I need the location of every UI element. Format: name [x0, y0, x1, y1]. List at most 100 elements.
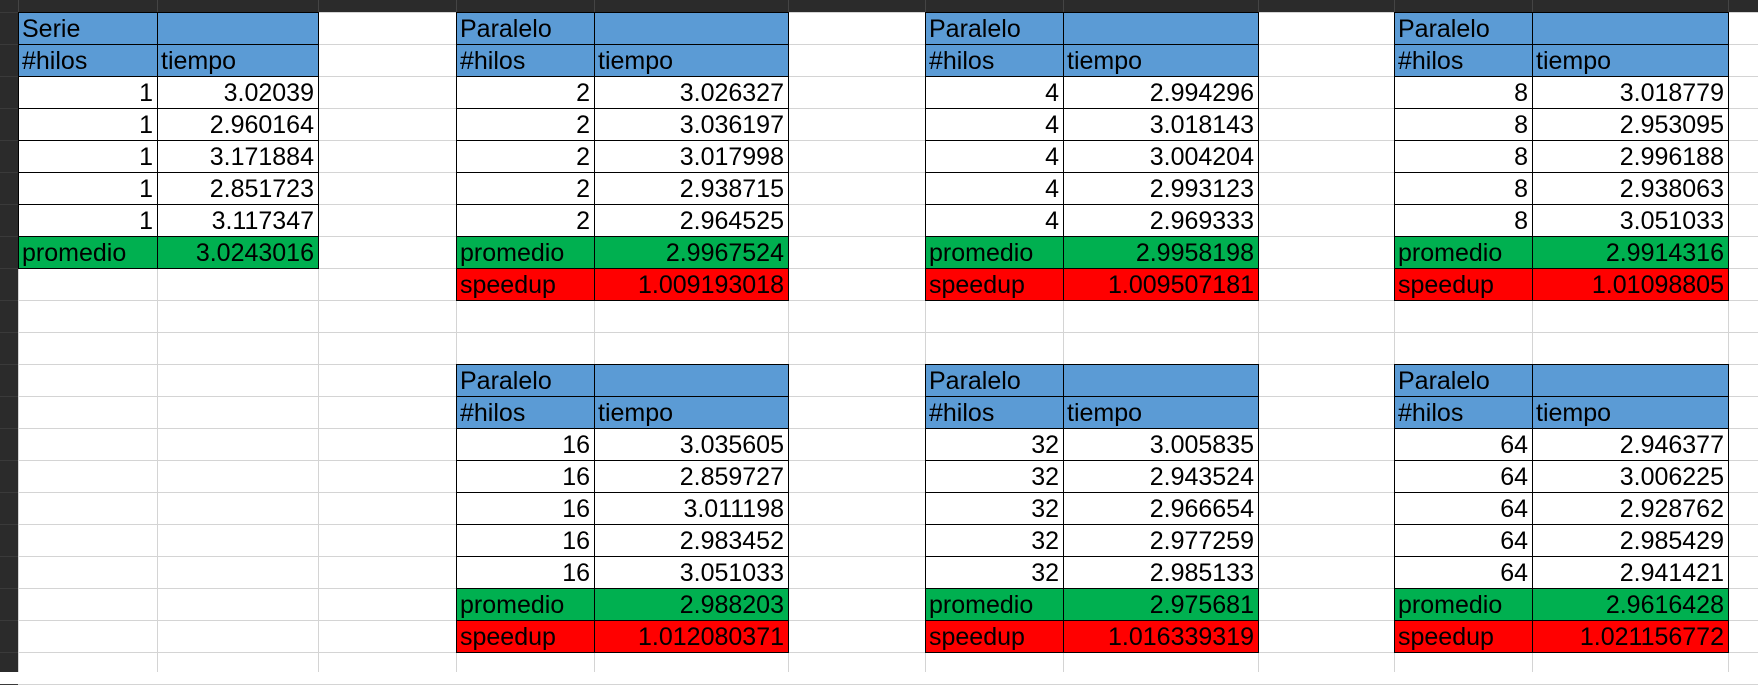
speedup-value-cell[interactable]: 1.021156772: [1532, 620, 1729, 653]
table-title-empty-cell[interactable]: [157, 12, 319, 45]
hilos-value-cell[interactable]: 32: [925, 556, 1064, 589]
hilos-value-cell[interactable]: 4: [925, 108, 1064, 141]
tiempo-value-cell[interactable]: 3.02039: [157, 76, 319, 109]
hilos-value-cell[interactable]: 8: [1394, 76, 1533, 109]
promedio-value-cell[interactable]: 2.9914316: [1532, 236, 1729, 269]
speedup-value-cell[interactable]: 1.009193018: [594, 268, 789, 301]
hilos-value-cell[interactable]: 64: [1394, 428, 1533, 461]
header-hilos-cell[interactable]: #hilos: [456, 44, 595, 77]
table-title-empty-cell[interactable]: [1532, 364, 1729, 397]
speedup-label-cell[interactable]: speedup: [456, 620, 595, 653]
promedio-label-cell[interactable]: promedio: [1394, 588, 1533, 621]
table-title-empty-cell[interactable]: [1532, 12, 1729, 45]
tiempo-value-cell[interactable]: 2.977259: [1063, 524, 1259, 557]
tiempo-value-cell[interactable]: 2.859727: [594, 460, 789, 493]
hilos-value-cell[interactable]: 16: [456, 460, 595, 493]
hilos-value-cell[interactable]: 1: [18, 76, 158, 109]
hilos-value-cell[interactable]: 2: [456, 172, 595, 205]
speedup-value-cell[interactable]: 1.012080371: [594, 620, 789, 653]
tiempo-value-cell[interactable]: 3.026327: [594, 76, 789, 109]
tiempo-value-cell[interactable]: 3.117347: [157, 204, 319, 237]
hilos-value-cell[interactable]: 2: [456, 140, 595, 173]
tiempo-value-cell[interactable]: 3.017998: [594, 140, 789, 173]
hilos-value-cell[interactable]: 4: [925, 204, 1064, 237]
header-tiempo-cell[interactable]: tiempo: [1532, 44, 1729, 77]
tiempo-value-cell[interactable]: 2.938063: [1532, 172, 1729, 205]
speedup-label-cell[interactable]: speedup: [925, 620, 1064, 653]
hilos-value-cell[interactable]: 16: [456, 524, 595, 557]
table-title-cell[interactable]: Paralelo: [456, 12, 595, 45]
hilos-value-cell[interactable]: 32: [925, 492, 1064, 525]
tiempo-value-cell[interactable]: 3.036197: [594, 108, 789, 141]
tiempo-value-cell[interactable]: 3.006225: [1532, 460, 1729, 493]
hilos-value-cell[interactable]: 8: [1394, 108, 1533, 141]
hilos-value-cell[interactable]: 32: [925, 524, 1064, 557]
tiempo-value-cell[interactable]: 3.051033: [1532, 204, 1729, 237]
row-header-bar[interactable]: [0, 0, 18, 685]
tiempo-value-cell[interactable]: 2.985429: [1532, 524, 1729, 557]
speedup-label-cell[interactable]: speedup: [456, 268, 595, 301]
promedio-value-cell[interactable]: 2.988203: [594, 588, 789, 621]
table-title-empty-cell[interactable]: [1063, 364, 1259, 397]
tiempo-value-cell[interactable]: 2.960164: [157, 108, 319, 141]
hilos-value-cell[interactable]: 32: [925, 460, 1064, 493]
hilos-value-cell[interactable]: 16: [456, 492, 595, 525]
hilos-value-cell[interactable]: 64: [1394, 460, 1533, 493]
hilos-value-cell[interactable]: 8: [1394, 204, 1533, 237]
hilos-value-cell[interactable]: 64: [1394, 524, 1533, 557]
tiempo-value-cell[interactable]: 3.011198: [594, 492, 789, 525]
tiempo-value-cell[interactable]: 3.018779: [1532, 76, 1729, 109]
promedio-label-cell[interactable]: promedio: [925, 236, 1064, 269]
hilos-value-cell[interactable]: 16: [456, 428, 595, 461]
table-title-cell[interactable]: Paralelo: [925, 12, 1064, 45]
tiempo-value-cell[interactable]: 2.993123: [1063, 172, 1259, 205]
speedup-label-cell[interactable]: speedup: [1394, 268, 1533, 301]
tiempo-value-cell[interactable]: 3.004204: [1063, 140, 1259, 173]
hilos-value-cell[interactable]: 4: [925, 76, 1064, 109]
header-tiempo-cell[interactable]: tiempo: [1063, 44, 1259, 77]
tiempo-value-cell[interactable]: 2.946377: [1532, 428, 1729, 461]
tiempo-value-cell[interactable]: 2.985133: [1063, 556, 1259, 589]
promedio-label-cell[interactable]: promedio: [456, 236, 595, 269]
tiempo-value-cell[interactable]: 3.018143: [1063, 108, 1259, 141]
tiempo-value-cell[interactable]: 2.928762: [1532, 492, 1729, 525]
column-header-bar[interactable]: [0, 0, 1758, 12]
header-tiempo-cell[interactable]: tiempo: [1532, 396, 1729, 429]
speedup-value-cell[interactable]: 1.01098805: [1532, 268, 1729, 301]
hilos-value-cell[interactable]: 1: [18, 204, 158, 237]
tiempo-value-cell[interactable]: 2.969333: [1063, 204, 1259, 237]
tiempo-value-cell[interactable]: 2.941421: [1532, 556, 1729, 589]
table-title-empty-cell[interactable]: [594, 12, 789, 45]
hilos-value-cell[interactable]: 32: [925, 428, 1064, 461]
table-title-cell[interactable]: Paralelo: [925, 364, 1064, 397]
table-title-empty-cell[interactable]: [1063, 12, 1259, 45]
promedio-label-cell[interactable]: promedio: [1394, 236, 1533, 269]
promedio-value-cell[interactable]: 2.9958198: [1063, 236, 1259, 269]
header-hilos-cell[interactable]: #hilos: [1394, 44, 1533, 77]
promedio-value-cell[interactable]: 2.975681: [1063, 588, 1259, 621]
promedio-value-cell[interactable]: 2.9967524: [594, 236, 789, 269]
tiempo-value-cell[interactable]: 2.953095: [1532, 108, 1729, 141]
hilos-value-cell[interactable]: 2: [456, 108, 595, 141]
tiempo-value-cell[interactable]: 2.938715: [594, 172, 789, 205]
hilos-value-cell[interactable]: 2: [456, 76, 595, 109]
hilos-value-cell[interactable]: 64: [1394, 492, 1533, 525]
hilos-value-cell[interactable]: 16: [456, 556, 595, 589]
header-tiempo-cell[interactable]: tiempo: [157, 44, 319, 77]
speedup-value-cell[interactable]: 1.009507181: [1063, 268, 1259, 301]
table-title-cell[interactable]: Paralelo: [456, 364, 595, 397]
hilos-value-cell[interactable]: 1: [18, 172, 158, 205]
table-title-cell[interactable]: Paralelo: [1394, 364, 1533, 397]
promedio-label-cell[interactable]: promedio: [925, 588, 1064, 621]
tiempo-value-cell[interactable]: 2.966654: [1063, 492, 1259, 525]
tiempo-value-cell[interactable]: 3.035605: [594, 428, 789, 461]
hilos-value-cell[interactable]: 8: [1394, 140, 1533, 173]
header-hilos-cell[interactable]: #hilos: [1394, 396, 1533, 429]
header-tiempo-cell[interactable]: tiempo: [1063, 396, 1259, 429]
promedio-value-cell[interactable]: 3.0243016: [157, 236, 319, 269]
table-title-cell[interactable]: Serie: [18, 12, 158, 45]
header-hilos-cell[interactable]: #hilos: [456, 396, 595, 429]
header-hilos-cell[interactable]: #hilos: [18, 44, 158, 77]
tiempo-value-cell[interactable]: 3.051033: [594, 556, 789, 589]
tiempo-value-cell[interactable]: 2.943524: [1063, 460, 1259, 493]
